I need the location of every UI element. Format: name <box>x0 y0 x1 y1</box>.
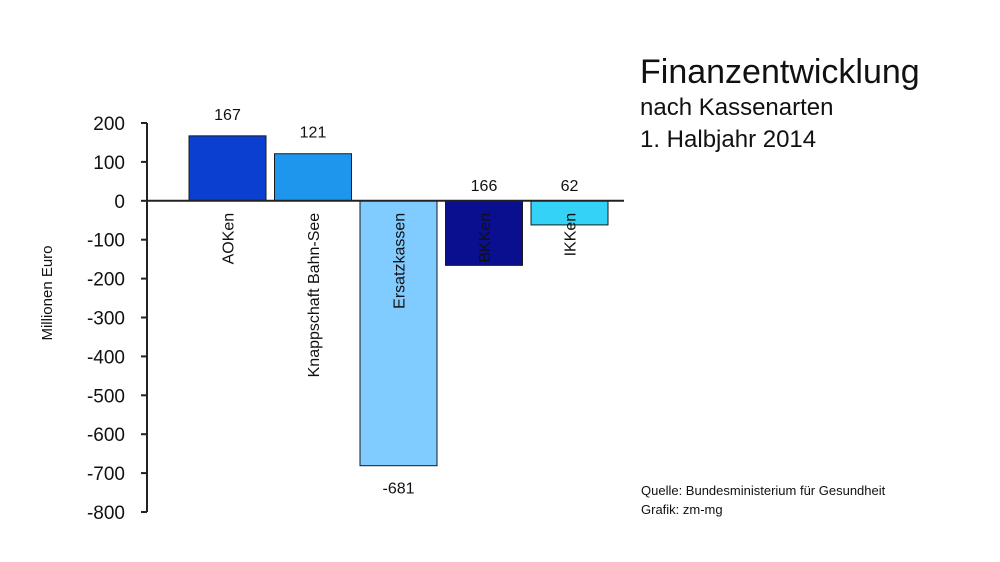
y-tick-label: -100 <box>87 231 125 252</box>
bar <box>359 200 438 467</box>
source-note: Quelle: Bundesministerium für Gesundheit <box>641 483 886 498</box>
y-tick-label: -400 <box>87 347 125 368</box>
category-label: BKKen <box>477 213 494 263</box>
y-tick-label: -600 <box>87 425 125 446</box>
category-labels: AOKen Knappschaft Bahn-See Ersatzkassen BKK… <box>221 213 580 378</box>
category-label: Ersatzkassen <box>392 213 409 309</box>
credit-note: Grafik: zm-mg <box>641 502 723 517</box>
bar-value-label: 121 <box>300 125 327 142</box>
y-tick-label: -700 <box>87 464 125 485</box>
y-axis-label: Millionen Euro <box>39 245 56 340</box>
bar <box>530 200 609 226</box>
y-tick-label: -200 <box>87 270 125 291</box>
source-block: Quelle: Bundesministerium für Gesundheit… <box>641 481 885 519</box>
y-tick-label: -800 <box>87 503 125 524</box>
y-tick-label: -500 <box>87 386 125 407</box>
category-label: Knappschaft Bahn-See <box>306 213 323 378</box>
bar-value-label: 167 <box>214 107 241 124</box>
chart-subtitle-line-2: 1. Halbjahr 2014 <box>640 126 817 153</box>
chart-subtitle-line-1: nach Kassenarten <box>640 94 834 121</box>
value-labels: 167 121 -681 166 62 <box>214 107 578 498</box>
bars <box>188 135 609 467</box>
y-tick-label: 0 <box>114 192 125 213</box>
y-tick-label: -300 <box>87 309 125 330</box>
chart-title: Finanzentwicklung <box>640 53 920 91</box>
bar <box>188 135 267 202</box>
bar-value-label: -681 <box>382 481 414 498</box>
category-label: IKKen <box>563 213 580 257</box>
category-label: AOKen <box>221 213 238 265</box>
y-tick-label: 200 <box>93 114 125 135</box>
title-block: Finanzentwicklung nach Kassenarten 1. Ha… <box>640 52 920 156</box>
bar <box>274 153 352 202</box>
bar-value-label: 62 <box>561 178 579 195</box>
bar-value-label: 166 <box>471 178 498 195</box>
y-tick-label: 100 <box>93 153 125 174</box>
y-axis: 200 100 0 -100 -200 -300 -400 -500 -600 -700 -800 <box>87 114 148 524</box>
